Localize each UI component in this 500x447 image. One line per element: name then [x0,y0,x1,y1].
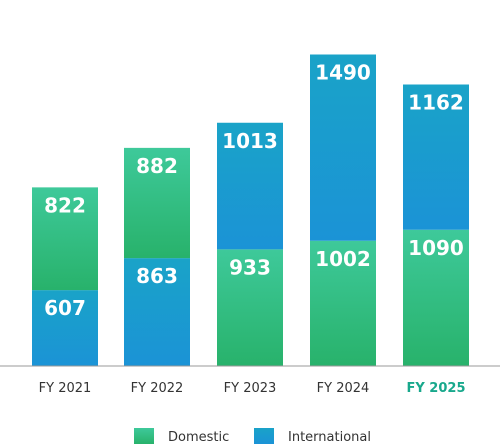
bar-fy-2022-international [124,258,190,366]
legend-label-international: International [288,430,371,445]
bar-fy-2021-domestic [32,187,98,291]
data-label-fy-2024-domestic: 1002 [315,247,371,271]
x-tick-label-fy-2025: FY 2025 [406,381,465,396]
data-label-fy-2021-international: 607 [44,296,86,320]
data-label-fy-2023-international: 1013 [222,129,278,153]
data-label-fy-2022-international: 863 [136,264,178,288]
x-axis-ticks: FY 2021 FY 2022 FY 2023 FY 2024 FY 2025 [39,381,466,396]
bar-fy-2024-international [310,54,376,241]
legend-swatch-international [254,428,274,444]
x-tick-label-fy-2024: FY 2024 [317,381,370,396]
data-label-fy-2025-domestic: 1090 [408,236,464,260]
data-label-fy-2021-domestic: 822 [44,193,86,217]
bar-fy-2021-international [32,290,98,366]
bar-fy-2023-domestic [217,249,283,366]
legend-swatch-domestic [134,428,154,444]
bar-fy-2024-domestic [310,240,376,366]
x-tick-label-fy-2023: FY 2023 [224,381,277,396]
bar-fy-2025-international [403,84,469,230]
x-tick-label-fy-2021: FY 2021 [39,381,92,396]
bar-fy-2025-domestic [403,229,469,366]
data-label-fy-2025-international: 1162 [408,91,464,115]
x-tick-label-fy-2022: FY 2022 [131,381,184,396]
data-label-fy-2023-domestic: 933 [229,255,271,279]
bar-fy-2022-domestic [124,147,190,259]
data-label-fy-2024-international: 1490 [315,61,371,85]
legend-label-domestic: Domestic [168,430,229,445]
bars-group: 607 822 863 882 933 1013 1002 1490 1090 1162 [32,54,469,366]
legend: Domestic International [134,428,371,445]
bar-fy-2023-international [217,122,283,250]
data-label-fy-2022-domestic: 882 [136,154,178,178]
